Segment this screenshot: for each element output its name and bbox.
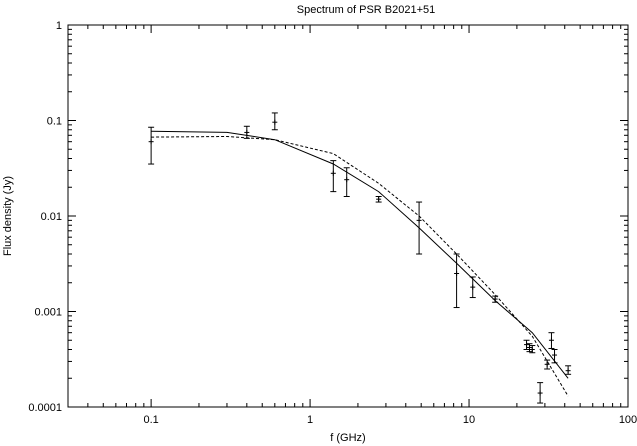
y-tick-label: 0.01 [41, 211, 62, 223]
data-point [551, 349, 558, 364]
data-point [243, 125, 250, 139]
chart-title: Spectrum of PSR B2021+51 [297, 4, 436, 16]
model-fits [151, 130, 569, 397]
data-point [343, 167, 350, 198]
y-axis-label: Flux density (Jy) [2, 176, 14, 256]
data-point [375, 196, 382, 203]
x-tick-label: 10 [463, 414, 475, 426]
data-point [453, 253, 460, 309]
x-tick-label: 1 [307, 414, 313, 426]
axis-ticks [67, 25, 628, 408]
data-point [565, 365, 572, 375]
fit-curve-dashed [151, 135, 569, 397]
data-point [523, 339, 530, 351]
plot-frame [67, 24, 629, 408]
y-tick-label: 0.1 [47, 116, 62, 128]
data-points [148, 112, 572, 404]
data-point [526, 343, 533, 353]
x-axis-label: f (GHz) [330, 432, 365, 444]
x-tick-label: 100 [619, 414, 637, 426]
data-point [148, 126, 155, 165]
data-point [271, 112, 278, 131]
data-point [544, 359, 551, 370]
data-point [537, 382, 544, 404]
fit-curve-solid [151, 130, 569, 379]
data-point [330, 160, 337, 193]
data-point [529, 345, 536, 354]
x-tick-label: 0.1 [143, 414, 158, 426]
data-point [492, 295, 499, 303]
data-point [416, 201, 423, 255]
axis-tick-labels: 0.1 1 10 100 0.0001 0.001 0.01 0.1 1 [28, 20, 637, 426]
data-point [548, 332, 555, 349]
y-tick-label: 0.001 [34, 307, 62, 319]
data-point [469, 276, 476, 299]
y-tick-label: 1 [56, 20, 62, 32]
y-tick-label: 0.0001 [28, 402, 62, 414]
